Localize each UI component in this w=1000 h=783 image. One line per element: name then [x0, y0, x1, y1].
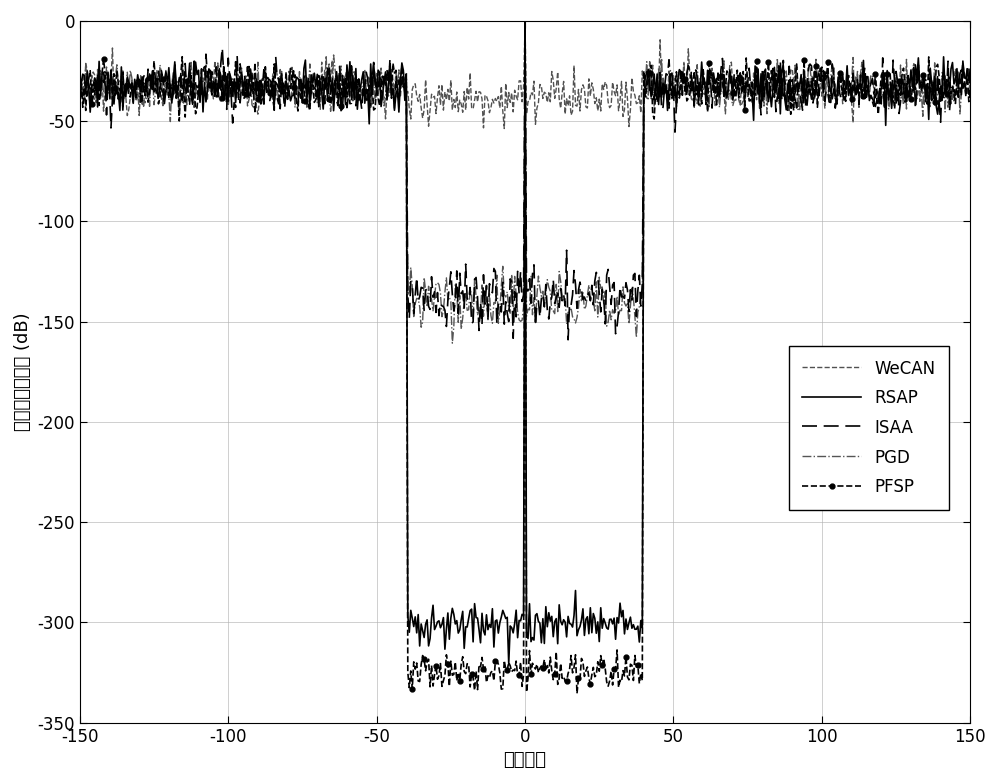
PFSP — [240, 89, 252, 99]
PGD — [74, 88, 86, 98]
WeCAN — [368, 67, 380, 76]
Legend: WeCAN, RSAP, ISAA, PGD, PFSP: WeCAN, RSAP, ISAA, PGD, PFSP — [789, 346, 949, 510]
ISAA — [908, 60, 920, 70]
Line: PGD: PGD — [80, 21, 970, 343]
ISAA — [368, 58, 380, 67]
RSAP — [368, 60, 380, 70]
WeCAN — [786, 64, 798, 74]
ISAA — [939, 78, 951, 87]
RSAP — [908, 86, 920, 96]
ISAA — [240, 91, 252, 100]
WeCAN — [240, 71, 252, 81]
Line: ISAA: ISAA — [80, 21, 970, 340]
PFSP — [519, 16, 531, 26]
Line: RSAP: RSAP — [80, 21, 970, 664]
RSAP — [240, 92, 252, 101]
ISAA — [74, 83, 86, 92]
PGD — [908, 89, 920, 99]
WeCAN — [519, 20, 531, 30]
PFSP — [130, 75, 142, 85]
PGD — [446, 338, 458, 348]
Line: PFSP: PFSP — [77, 19, 973, 696]
WeCAN — [130, 96, 142, 105]
WeCAN — [498, 124, 510, 133]
WeCAN — [939, 70, 951, 79]
WeCAN — [74, 85, 86, 94]
PGD — [964, 77, 976, 86]
PFSP — [939, 83, 951, 92]
ISAA — [562, 335, 574, 345]
RSAP — [519, 16, 531, 26]
PFSP — [368, 105, 380, 114]
PFSP — [964, 87, 976, 96]
PGD — [519, 16, 531, 26]
ISAA — [519, 16, 531, 26]
PFSP — [908, 77, 920, 86]
X-axis label: 距离单元: 距离单元 — [504, 751, 547, 769]
ISAA — [786, 75, 798, 85]
RSAP — [74, 89, 86, 99]
WeCAN — [964, 74, 976, 83]
PGD — [939, 107, 951, 117]
PGD — [786, 81, 798, 90]
PGD — [130, 76, 142, 85]
ISAA — [964, 92, 976, 101]
RSAP — [964, 69, 976, 78]
RSAP — [786, 83, 798, 92]
ISAA — [130, 93, 142, 103]
Y-axis label: 自相关旁瓣幅値 (dB): 自相关旁瓣幅値 (dB) — [14, 312, 32, 431]
PFSP — [786, 93, 798, 103]
WeCAN — [908, 59, 920, 68]
RSAP — [130, 85, 142, 94]
RSAP — [503, 659, 515, 669]
RSAP — [939, 86, 951, 96]
PFSP — [74, 88, 86, 98]
PFSP — [571, 689, 583, 698]
PGD — [240, 76, 252, 85]
PGD — [368, 76, 380, 85]
Line: WeCAN: WeCAN — [80, 25, 970, 128]
